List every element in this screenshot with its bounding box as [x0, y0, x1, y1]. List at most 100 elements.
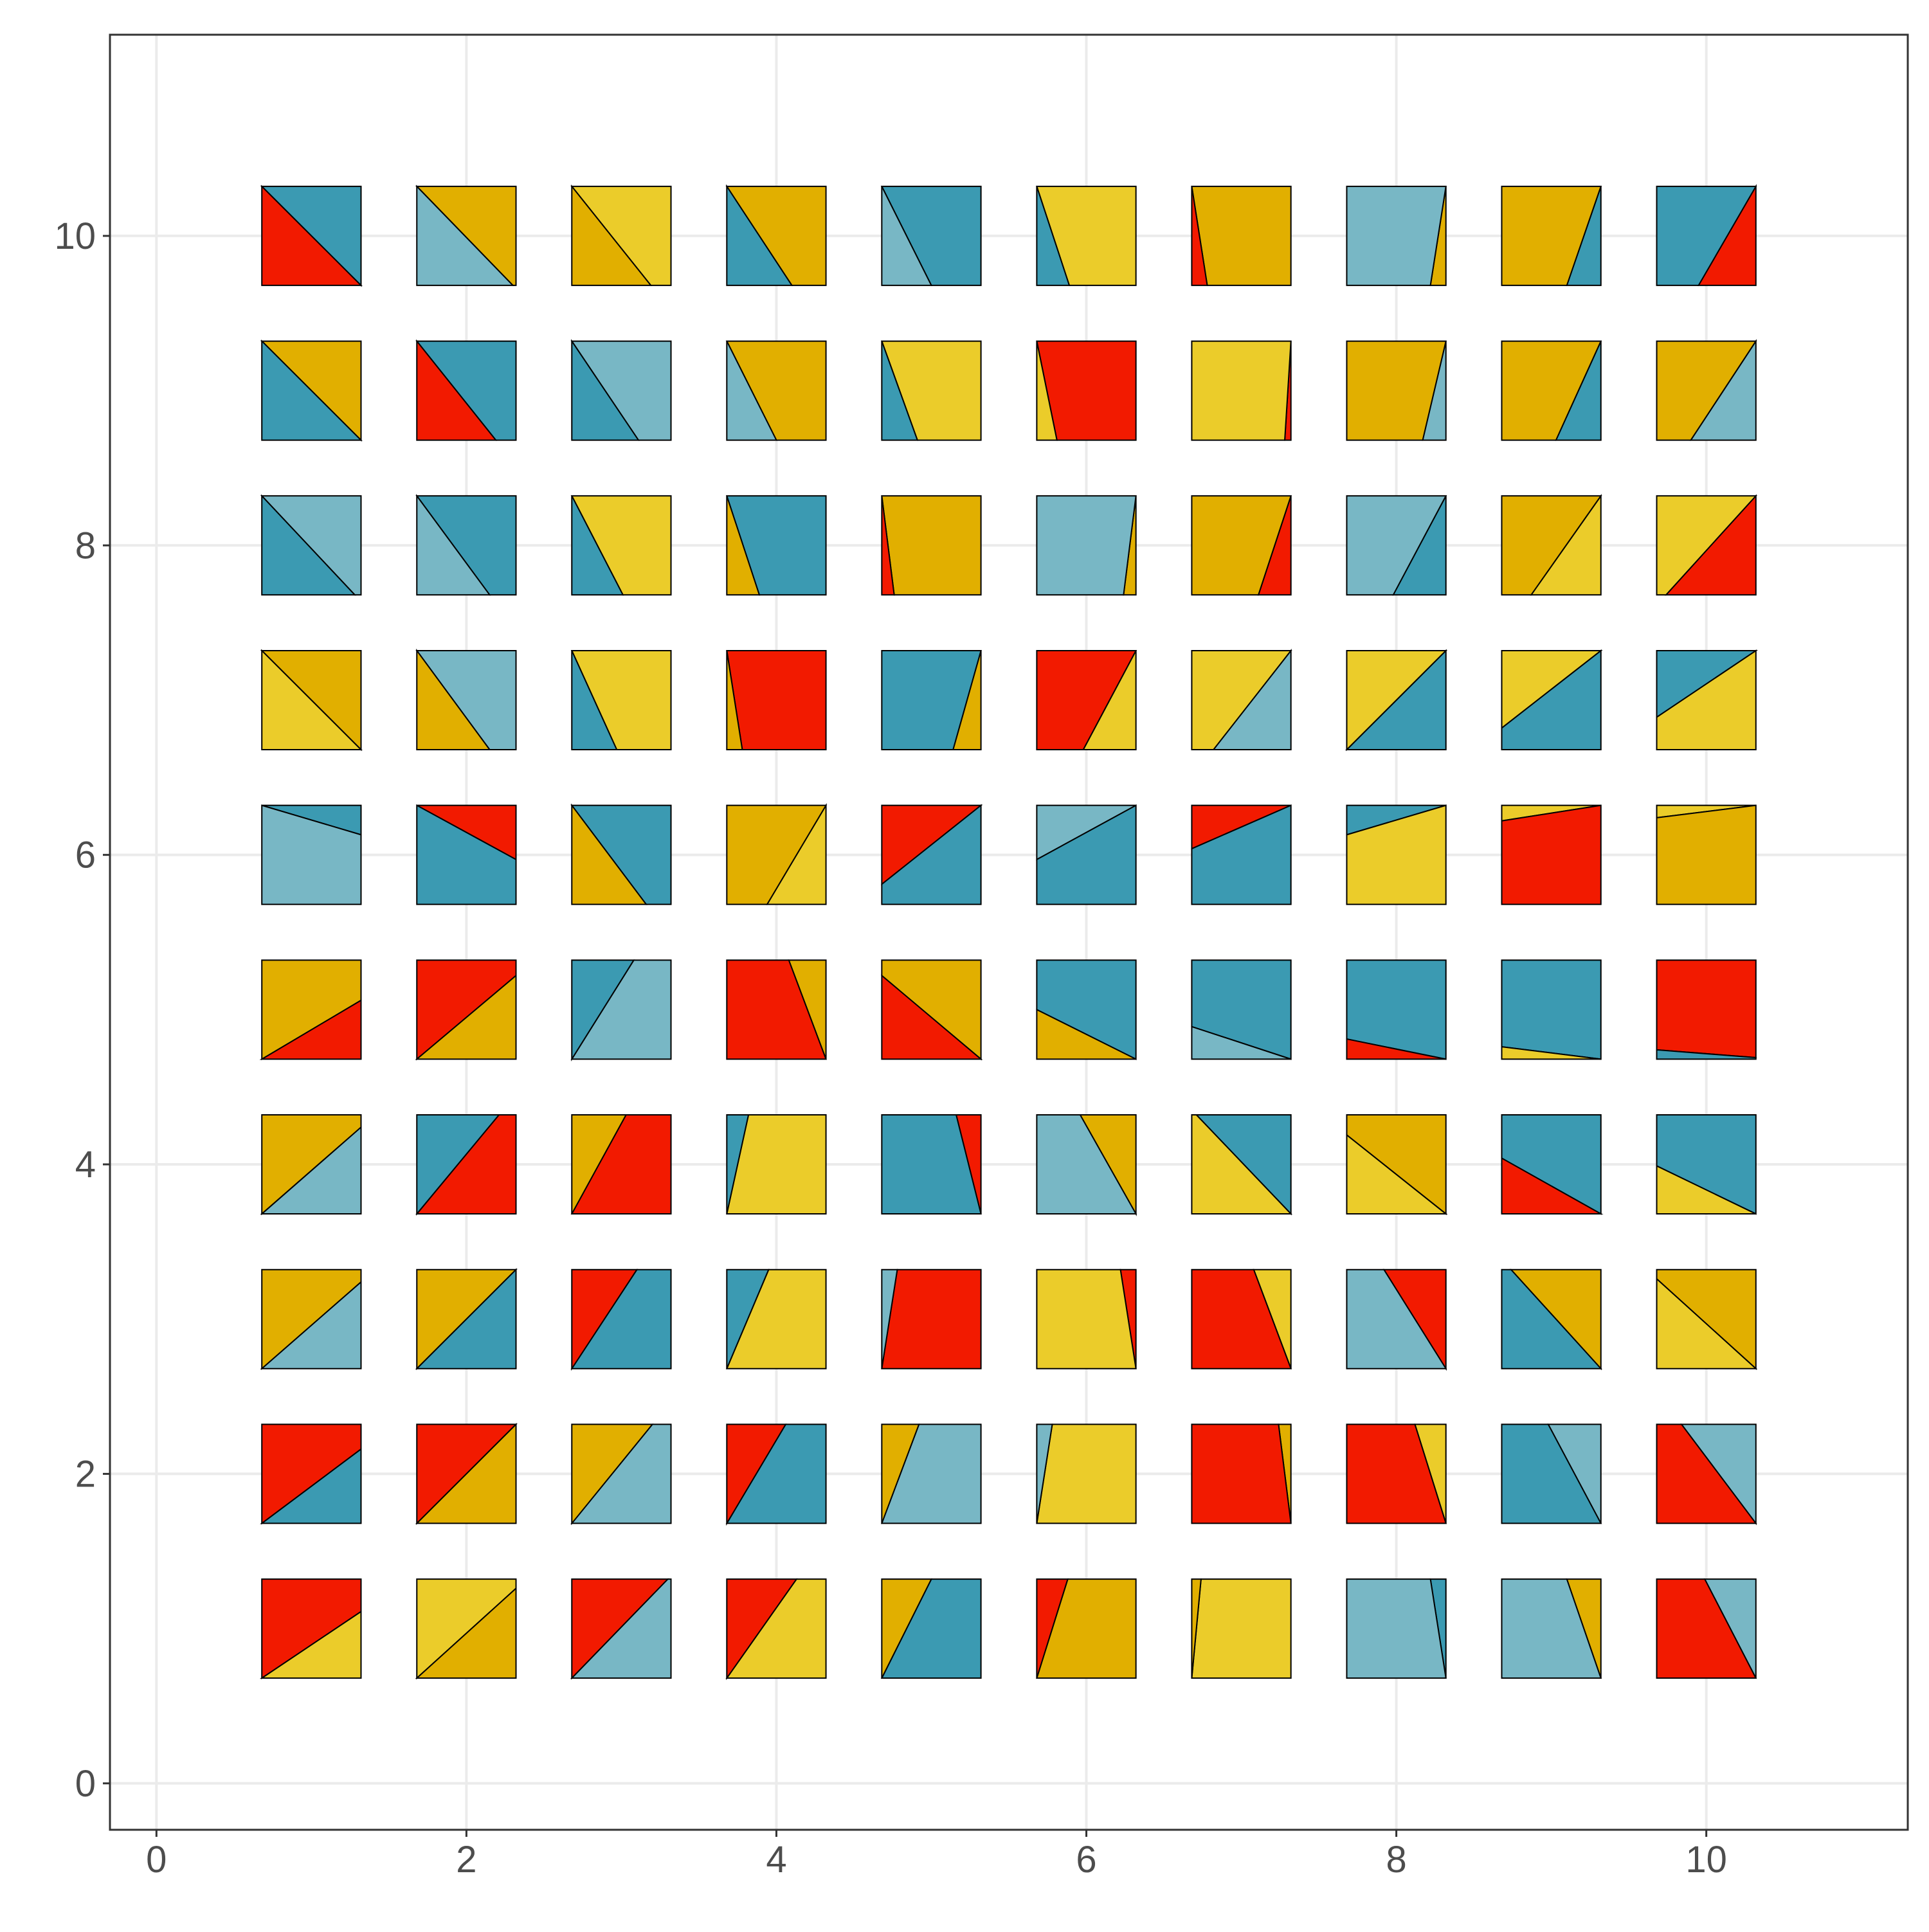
tile-part [1346, 340, 1447, 441]
tile-part [416, 648, 491, 750]
tile-part [1656, 1277, 1758, 1369]
tile-part [726, 1268, 770, 1369]
tile-part [261, 494, 357, 596]
tile-part [1036, 1114, 1137, 1215]
tile-part [1656, 649, 1759, 719]
x-tick-label: 10 [1685, 1839, 1727, 1881]
y-tick-label: 2 [75, 1453, 96, 1495]
tile-part [571, 1114, 628, 1214]
tile-part [1036, 804, 1137, 905]
tile-part [881, 649, 982, 750]
tile-part [415, 1268, 517, 1369]
tile-part [415, 974, 517, 1060]
x-tick-label: 2 [456, 1839, 476, 1881]
tile-part [1656, 1164, 1757, 1215]
tile-part [415, 1587, 517, 1679]
tile-part [726, 1423, 787, 1526]
tile-part [726, 184, 793, 286]
tile-part [881, 186, 933, 286]
tile-part [1346, 1133, 1448, 1215]
tile-part [1501, 185, 1602, 286]
tile-part [261, 804, 362, 905]
y-tick-label: 10 [54, 215, 96, 257]
x-tick-label: 6 [1076, 1839, 1096, 1881]
tile-part [1036, 1578, 1069, 1679]
tile-part [261, 339, 363, 441]
tile-part [1501, 804, 1602, 905]
tile-part [726, 341, 778, 441]
tile-part [571, 803, 648, 905]
tile-part [1191, 1268, 1292, 1369]
tile-part [1501, 495, 1602, 596]
tile-part [881, 495, 982, 596]
tile-part [1656, 1423, 1757, 1524]
tile-part [1656, 1049, 1757, 1060]
y-tick-label: 6 [75, 835, 96, 876]
tile-part [1036, 649, 1137, 750]
tile-part [1346, 1268, 1447, 1369]
tile-part [1346, 649, 1448, 752]
tile-part [261, 185, 363, 286]
tiles [259, 184, 1759, 1681]
tile-part [261, 649, 363, 750]
tile-part [1191, 495, 1292, 596]
tile-part [881, 1423, 920, 1524]
tile-part [1036, 186, 1071, 286]
tile-part [726, 649, 827, 750]
tile-part [1191, 804, 1292, 905]
tile-part [1346, 495, 1447, 596]
tile-part [1036, 495, 1137, 596]
x-tick-label: 0 [146, 1839, 167, 1881]
tile-part [571, 650, 618, 750]
tile-part [1191, 1578, 1292, 1679]
tile-part [1501, 1423, 1602, 1524]
tile-part [571, 959, 635, 1061]
grid [110, 35, 1908, 1830]
tile-part [1036, 1268, 1137, 1369]
tile-part [881, 1578, 933, 1679]
tile-part [259, 999, 362, 1060]
tile-part [570, 1578, 672, 1679]
y-tick-label: 8 [75, 525, 96, 566]
tile-part [1346, 1423, 1447, 1524]
tile-part [571, 185, 653, 286]
tile-part [1656, 495, 1758, 596]
tile-part [1191, 649, 1292, 750]
tile-part [416, 185, 515, 286]
tile-part [726, 1578, 798, 1681]
tile-part [726, 650, 743, 750]
tile-part [1501, 1045, 1601, 1060]
tile-part [726, 1114, 750, 1214]
tile-part [881, 1114, 982, 1215]
tile-part [1656, 959, 1757, 1059]
panel-border [109, 33, 1909, 1831]
tile-part [1656, 804, 1757, 905]
tile-part [881, 341, 919, 441]
tile-part [1191, 185, 1292, 286]
tile-part [415, 1422, 517, 1524]
x-tick-label: 8 [1386, 1839, 1406, 1881]
tile-part [726, 804, 828, 905]
tile-part [881, 1268, 898, 1369]
tile-part [881, 974, 983, 1060]
tile-part [260, 1126, 362, 1215]
tile-part [881, 496, 895, 596]
tile-part [1501, 1268, 1603, 1369]
tile-part [1191, 340, 1292, 441]
x-tick-label: 4 [766, 1839, 786, 1881]
tile-part [1036, 1423, 1053, 1524]
tile-part [571, 339, 640, 441]
tile-part [571, 495, 624, 596]
tile-part [571, 1423, 654, 1526]
tile-part [1346, 185, 1447, 286]
tile-part [1501, 1578, 1602, 1679]
tile-part [1501, 1157, 1604, 1215]
axes: 0 2 4 6 8 10 0 2 4 6 8 10 [54, 33, 1909, 1881]
tile-part [726, 959, 828, 1060]
tile-part [260, 1447, 362, 1524]
tile-part [1191, 186, 1208, 286]
tile-part [416, 804, 517, 905]
tile-part [1656, 185, 1757, 286]
